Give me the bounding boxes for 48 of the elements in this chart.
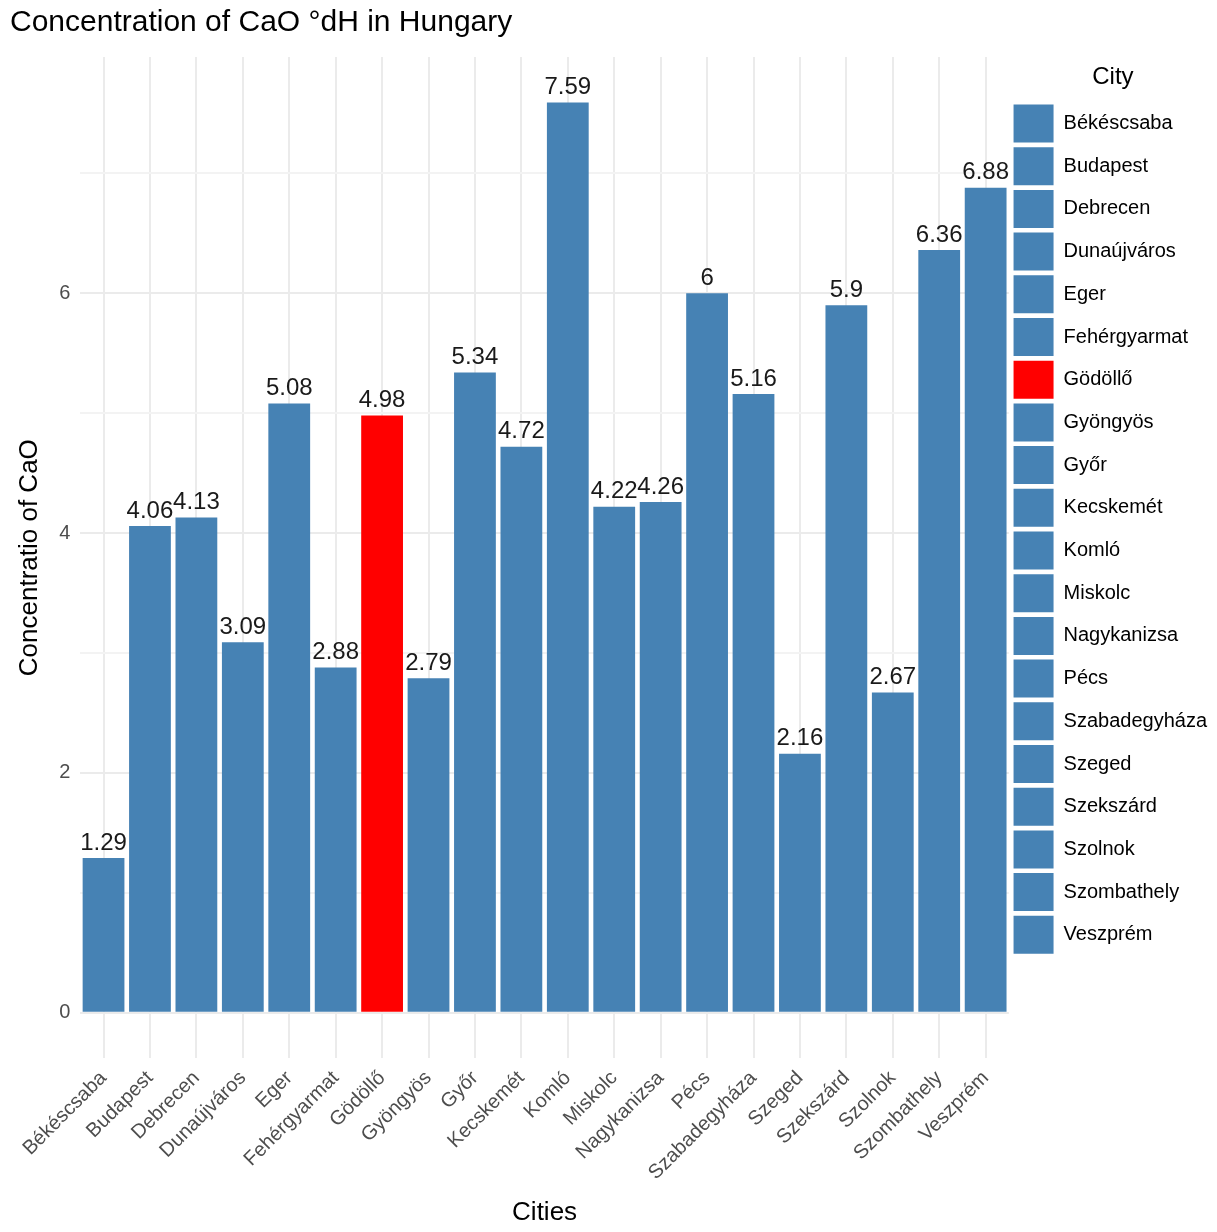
legend-label: Fehérgyarmat bbox=[1063, 324, 1189, 347]
y-tick-label: 4 bbox=[59, 520, 71, 543]
data-label: 4.13 bbox=[173, 487, 220, 515]
data-label: 4.98 bbox=[358, 385, 406, 413]
y-axis-title: Concentratio of CaO bbox=[12, 439, 43, 677]
legend-label: Dunaújváros bbox=[1063, 239, 1176, 262]
y-tick-label: 0 bbox=[59, 1000, 71, 1023]
data-label: 3.09 bbox=[219, 611, 267, 639]
y-tick-label: 6 bbox=[59, 280, 71, 303]
legend-label: Debrecen bbox=[1063, 196, 1151, 219]
x-axis-title: Cities bbox=[512, 1195, 578, 1226]
legend-label: Szabadegyháza bbox=[1063, 708, 1208, 731]
data-label: 6.36 bbox=[915, 219, 963, 247]
legend-label: Győr bbox=[1063, 452, 1108, 475]
data-label: 5.16 bbox=[730, 363, 777, 391]
legend-label: Pécs bbox=[1063, 666, 1109, 689]
data-label: 4.26 bbox=[637, 471, 685, 499]
data-label: 7.59 bbox=[544, 72, 592, 100]
legend-label: Veszprém bbox=[1063, 922, 1153, 945]
legend-label: Szeged bbox=[1063, 751, 1132, 774]
legend-label: Békéscsaba bbox=[1063, 111, 1174, 134]
data-label: 5.9 bbox=[829, 274, 864, 302]
legend-label: Gyöngyös bbox=[1063, 409, 1154, 432]
legend-label: Szekszárd bbox=[1063, 794, 1157, 817]
data-label: 4.06 bbox=[126, 495, 174, 523]
data-label: 1.29 bbox=[80, 827, 127, 855]
chart-title: Concentration of CaO °dH in Hungary bbox=[10, 4, 513, 38]
data-label: 2.16 bbox=[776, 723, 824, 751]
legend-title: City bbox=[1092, 61, 1134, 89]
data-label: 2.67 bbox=[869, 662, 917, 690]
data-label: 2.88 bbox=[312, 637, 360, 665]
legend-label: Szombathely bbox=[1063, 879, 1180, 902]
legend-label: Kecskemét bbox=[1063, 495, 1163, 518]
legend-label: Budapest bbox=[1063, 153, 1149, 176]
legend-label: Miskolc bbox=[1063, 580, 1131, 603]
data-label: 2.79 bbox=[405, 647, 452, 675]
legend-label: Szolnok bbox=[1063, 836, 1136, 859]
legend-label: Gödöllő bbox=[1063, 367, 1133, 390]
data-label: 4.72 bbox=[498, 416, 545, 444]
legend-label: Komló bbox=[1063, 538, 1121, 561]
data-label: 4.22 bbox=[590, 476, 638, 504]
legend-label: Eger bbox=[1063, 281, 1107, 304]
y-tick-label: 2 bbox=[59, 760, 71, 783]
data-label: 6 bbox=[700, 262, 714, 290]
data-label: 5.08 bbox=[265, 373, 313, 401]
data-label: 5.34 bbox=[451, 342, 499, 370]
data-label: 6.88 bbox=[962, 157, 1009, 185]
legend-label: Nagykanizsa bbox=[1063, 623, 1179, 646]
